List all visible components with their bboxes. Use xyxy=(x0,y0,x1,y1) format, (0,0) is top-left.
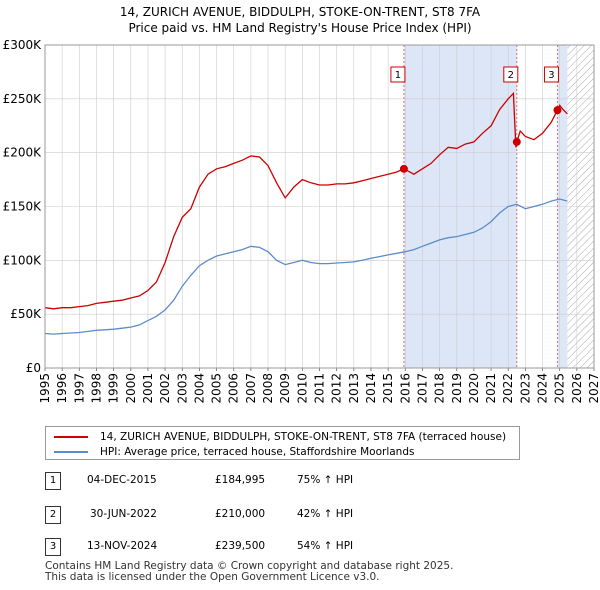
x-tick-label: 2013 xyxy=(347,373,361,404)
sale-row-price: £239,500 xyxy=(215,540,266,552)
sale-box-3 xyxy=(543,66,559,83)
x-tick-label: 2016 xyxy=(398,373,412,404)
x-tick-label: 2012 xyxy=(330,373,344,404)
x-tick-label: 2021 xyxy=(484,373,498,404)
x-tick-label: 2008 xyxy=(261,373,275,404)
plot-frame xyxy=(44,44,595,369)
x-tick-label: 1997 xyxy=(72,373,86,404)
y-tick-label: £100K xyxy=(3,253,43,267)
x-tick-label: 2024 xyxy=(536,373,550,404)
x-tick-label: 2006 xyxy=(227,373,241,404)
y-tick-label: £300K xyxy=(3,38,43,52)
sale-box-1 xyxy=(390,66,406,83)
x-axis-ticks: 1995 1996 1997 1998 1999 2000 2001 2002 2003 2004… xyxy=(38,368,600,404)
sale-row-2: 2 30-JUN-2022 £210,000 42% ↑ HPI xyxy=(45,506,445,526)
price-series-line xyxy=(45,91,568,310)
grid-lines xyxy=(44,44,595,369)
sale-row-hpi-delta: 42% ↑ HPI xyxy=(297,508,354,520)
x-tick-label: 1996 xyxy=(55,373,69,404)
sale-dot-1 xyxy=(399,164,408,173)
hpi-series-line xyxy=(45,198,568,335)
x-tick-label: 2026 xyxy=(570,373,584,404)
x-tick-label: 2020 xyxy=(467,373,481,404)
x-tick-label: 2005 xyxy=(210,373,224,404)
x-tick-label: 2007 xyxy=(244,373,258,404)
legend-hpi-label: HPI: Average price, terraced house, Staf… xyxy=(100,446,415,458)
sale-box-label-1: 1 xyxy=(395,70,401,81)
x-tick-label: 2009 xyxy=(278,373,292,404)
sale-dot-3 xyxy=(553,106,562,115)
sale-row-number: 3 xyxy=(45,538,61,556)
legend-price-swatch xyxy=(54,436,88,438)
x-tick-label: 2010 xyxy=(295,373,309,404)
legend-item-price: 14, ZURICH AVENUE, BIDDULPH, STOKE-ON-TR… xyxy=(54,430,506,444)
sale-dot-2 xyxy=(512,137,521,146)
x-tick-label: 2001 xyxy=(141,373,155,404)
x-tick-label: 2015 xyxy=(381,373,395,404)
sale-row-price: £210,000 xyxy=(215,508,266,520)
x-tick-label: 2000 xyxy=(124,373,138,404)
sale-row-number: 1 xyxy=(45,472,61,490)
y-tick-label: £0 xyxy=(26,361,41,375)
legend-item-hpi: HPI: Average price, terraced house, Staf… xyxy=(54,445,414,459)
title-subtitle: Price paid vs. HM Land Registry's House … xyxy=(128,21,472,35)
x-tick-label: 1995 xyxy=(38,373,52,404)
footer-attribution: Contains HM Land Registry data © Crown c… xyxy=(45,561,453,583)
y-tick-label: £150K xyxy=(3,200,43,214)
sale-row-number: 2 xyxy=(45,506,61,524)
x-tick-label: 1999 xyxy=(107,373,121,404)
sale-dots xyxy=(399,106,562,173)
y-tick-label: £250K xyxy=(3,92,43,106)
y-tick-label: £200K xyxy=(3,146,43,160)
sale-box-label-3: 3 xyxy=(548,70,554,81)
sale-row-3: 3 13-NOV-2024 £239,500 54% ↑ HPI xyxy=(45,538,445,558)
price-chart: 1 2 3 £0 £50K £100K £150K £200K £250K £300K 1995… xyxy=(3,38,600,404)
x-tick-label: 2019 xyxy=(450,373,464,404)
x-tick-label: 2004 xyxy=(192,373,206,404)
sale-row-date: 30-JUN-2022 xyxy=(90,508,157,520)
sale-vertical-lines xyxy=(403,45,558,368)
x-tick-label: 2023 xyxy=(518,373,532,404)
sale-row-date: 13-NOV-2024 xyxy=(87,540,158,552)
y-axis-ticks: £0 £50K £100K £150K £200K £250K £300K xyxy=(3,38,43,375)
x-tick-label: 2002 xyxy=(158,373,172,404)
x-tick-label: 1998 xyxy=(89,373,103,404)
legend-price-label: 14, ZURICH AVENUE, BIDDULPH, STOKE-ON-TR… xyxy=(100,431,507,443)
x-tick-label: 2022 xyxy=(501,373,515,404)
sale-row-hpi-delta: 75% ↑ HPI xyxy=(297,474,354,486)
sale-row-1: 1 04-DEC-2015 £184,995 75% ↑ HPI xyxy=(45,472,445,492)
x-tick-label: 2003 xyxy=(175,373,189,404)
x-tick-label: 2017 xyxy=(415,373,429,404)
legend-hpi-swatch xyxy=(54,451,88,453)
title-address: 14, ZURICH AVENUE, BIDDULPH, STOKE-ON-TR… xyxy=(119,5,481,19)
x-tick-label: 2018 xyxy=(433,373,447,404)
sale-row-price: £184,995 xyxy=(215,474,266,486)
x-tick-label: 2025 xyxy=(553,373,567,404)
sale-row-date: 04-DEC-2015 xyxy=(87,474,157,486)
x-tick-label: 2011 xyxy=(313,373,327,404)
sale-box-2 xyxy=(503,66,519,83)
chart-title: 14, ZURICH AVENUE, BIDDULPH, STOKE-ON-TR… xyxy=(0,4,600,36)
sale-number-boxes: 1 2 3 xyxy=(390,66,559,83)
y-tick-label: £50K xyxy=(10,307,42,321)
sale-row-hpi-delta: 54% ↑ HPI xyxy=(297,540,354,552)
x-tick-label: 2014 xyxy=(364,373,378,404)
footer-copyright: Contains HM Land Registry data © Crown c… xyxy=(45,560,454,572)
sale-box-label-2: 2 xyxy=(508,70,514,81)
footer-licence: This data is licensed under the Open Gov… xyxy=(45,571,380,583)
x-tick-label: 2027 xyxy=(587,373,600,404)
legend: 14, ZURICH AVENUE, BIDDULPH, STOKE-ON-TR… xyxy=(45,426,520,460)
